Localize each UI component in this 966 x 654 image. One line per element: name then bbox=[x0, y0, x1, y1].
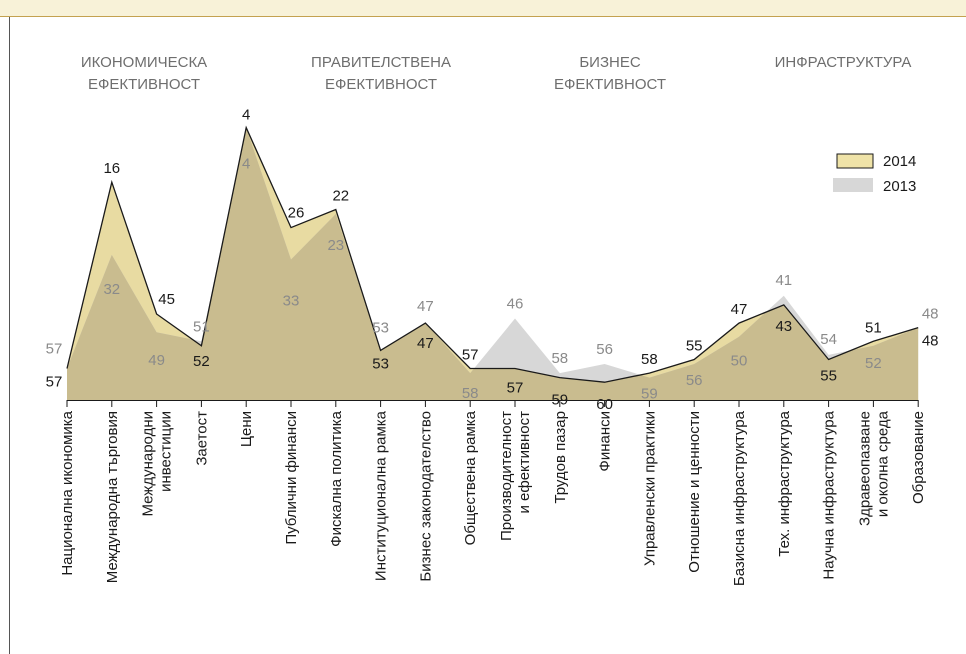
data-label-2014: 52 bbox=[193, 353, 210, 370]
data-label-2013: 49 bbox=[148, 352, 165, 369]
areas bbox=[66, 125, 919, 400]
group-label-3-0: ИНФРАСТРУКТУРА bbox=[775, 54, 912, 71]
legend: 2014 2013 bbox=[833, 153, 916, 195]
group-label-1-0: ПРАВИТЕЛСТВЕНА bbox=[311, 54, 451, 71]
line-2014 bbox=[66, 125, 919, 383]
group-label-1-1: ЕФЕКТИВНОСТ bbox=[325, 76, 437, 93]
group-label-0-1: ЕФЕКТИВНОСТ bbox=[88, 76, 200, 93]
data-label-2013: 56 bbox=[686, 372, 703, 389]
data-label-2013: 57 bbox=[46, 341, 63, 358]
category-label: Заетост bbox=[193, 411, 210, 466]
data-label-2014: 48 bbox=[922, 333, 939, 350]
data-label-2013: 23 bbox=[327, 237, 344, 254]
category-label: Национална икономика bbox=[59, 410, 76, 575]
group-label-0-0: ИКОНОМИЧЕСКА bbox=[81, 54, 207, 71]
data-label-2014: 55 bbox=[686, 338, 703, 355]
data-label-2013: 47 bbox=[417, 298, 434, 315]
data-label-2013: 32 bbox=[103, 281, 120, 298]
data-label-2014: 58 bbox=[641, 351, 658, 368]
category-label: Бизнес законодателство bbox=[417, 411, 434, 582]
category-label: Цени bbox=[238, 411, 255, 447]
legend-swatch-2013 bbox=[833, 178, 873, 192]
category-label: Финанси bbox=[597, 411, 614, 472]
category-label: Образование bbox=[910, 411, 927, 504]
category-label: Управленски практики bbox=[641, 411, 658, 566]
data-label-2014: 59 bbox=[551, 392, 568, 409]
data-label-2014: 26 bbox=[288, 205, 305, 222]
data-label-2014: 22 bbox=[332, 188, 349, 205]
category-label: Институционална рамка bbox=[373, 410, 390, 581]
data-label-2013: 58 bbox=[462, 385, 479, 402]
data-label-2013: 33 bbox=[283, 293, 300, 310]
data-label-2013: 50 bbox=[731, 353, 748, 370]
data-label-2014: 57 bbox=[462, 347, 479, 364]
data-label-2013: 53 bbox=[372, 319, 389, 336]
area-overlap bbox=[67, 127, 919, 400]
data-label-2013: 48 bbox=[922, 306, 939, 323]
data-label-2013: 52 bbox=[865, 355, 882, 372]
data-label-2013: 46 bbox=[507, 296, 524, 313]
data-label-2013: 54 bbox=[820, 331, 837, 348]
category-label: Публични финанси bbox=[283, 411, 300, 545]
data-label-2014: 60 bbox=[596, 396, 613, 413]
data-label-2014: 55 bbox=[820, 368, 837, 385]
category-label: Фискална политика bbox=[328, 410, 345, 546]
category-label: и ефективност bbox=[516, 411, 533, 514]
data-labels: 57 16 45 52 4 26 22 53 47 57 57 59 60 58 55 47 43 55 51 48 5… bbox=[46, 107, 939, 414]
data-label-2013: 59 bbox=[641, 386, 658, 403]
data-label-2014: 47 bbox=[417, 335, 434, 352]
group-labels: ИКОНОМИЧЕСКА ЕФЕКТИВНОСТ ПРАВИТЕЛСТВЕНА ЕФЕ… bbox=[81, 54, 912, 93]
top-band bbox=[0, 0, 966, 17]
category-label: Производителност bbox=[498, 411, 515, 541]
category-label: Трудов пазар bbox=[552, 411, 569, 504]
data-label-2014: 45 bbox=[158, 291, 175, 308]
data-label-2013: 41 bbox=[775, 272, 792, 289]
x-axis: Национална икономика Международна търгови… bbox=[59, 400, 927, 586]
group-label-2-1: ЕФЕКТИВНОСТ bbox=[554, 76, 666, 93]
category-label: Международна търговия bbox=[104, 411, 121, 583]
category-label: Отношение и ценности bbox=[686, 411, 703, 573]
data-label-2014: 53 bbox=[372, 355, 389, 372]
data-label-2014: 51 bbox=[865, 319, 882, 336]
data-label-2013: 4 bbox=[242, 156, 250, 173]
data-label-2013: 58 bbox=[551, 350, 568, 367]
data-label-2014: 43 bbox=[775, 318, 792, 335]
category-label: Базисна инфраструктура bbox=[731, 410, 748, 586]
group-label-2-0: БИЗНЕС bbox=[579, 54, 641, 71]
legend-label-2014: 2014 bbox=[883, 153, 916, 170]
category-label: Обществена рамка bbox=[462, 410, 479, 545]
left-rule bbox=[9, 17, 10, 654]
category-label: Здравеопазване bbox=[856, 411, 873, 526]
category-label: Научна инфраструктура bbox=[821, 410, 838, 579]
category-label: Международни bbox=[140, 411, 157, 517]
data-label-2014: 4 bbox=[242, 107, 250, 124]
category-label: инвестиции bbox=[158, 411, 175, 492]
data-label-2014: 47 bbox=[731, 301, 748, 318]
data-label-2013: 56 bbox=[596, 341, 613, 358]
data-label-2013: 51 bbox=[193, 318, 210, 335]
legend-label-2013: 2013 bbox=[883, 178, 916, 195]
data-label-2014: 57 bbox=[507, 380, 524, 397]
category-label: Тех. инфраструктура bbox=[776, 410, 793, 556]
data-label-2014: 57 bbox=[46, 374, 63, 391]
data-label-2014: 16 bbox=[103, 160, 120, 177]
category-label: и околна среда bbox=[874, 410, 891, 517]
legend-swatch-2014 bbox=[836, 153, 874, 169]
